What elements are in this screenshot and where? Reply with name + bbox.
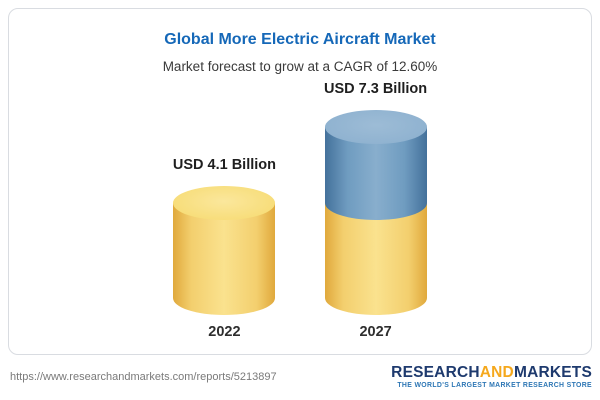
logo-text-and: AND (479, 364, 514, 382)
chart-card: Global More Electric Aircraft Market Mar… (8, 8, 592, 355)
chart-title: Global More Electric Aircraft Market (164, 31, 436, 48)
footer: https://www.researchandmarkets.com/repor… (10, 360, 592, 394)
logo-tagline: THE WORLD'S LARGEST MARKET RESEARCH STOR… (397, 381, 592, 389)
logo-text: RESEARCHANDMARKETS (391, 364, 592, 382)
value-label-2022: USD 4.1 Billion (172, 157, 276, 173)
bar-group-2022: USD 4.1 Billion 2022 (173, 157, 276, 340)
bar-2022-cylinder (173, 186, 276, 315)
bar-2027-growth-segment (324, 110, 427, 220)
value-label-2027: USD 7.3 Billion (324, 81, 428, 97)
bar-2027-cylinder (324, 110, 427, 315)
year-label-2027: 2027 (359, 324, 392, 340)
bar-chart: USD 4.1 Billion 2022 USD 7.3 Billion (9, 81, 591, 340)
year-label-2022: 2022 (208, 324, 241, 340)
chart-subtitle: Market forecast to grow at a CAGR of 12.… (162, 59, 438, 74)
cylinder-top-2027 (324, 110, 427, 144)
research-and-markets-logo: RESEARCHANDMARKETS THE WORLD'S LARGEST M… (391, 364, 592, 390)
report-url[interactable]: https://www.researchandmarkets.com/repor… (10, 371, 277, 383)
logo-text-research: RESEARCH (391, 364, 480, 382)
cylinder-top-2022 (173, 186, 276, 220)
logo-text-markets: MARKETS (513, 364, 592, 382)
bar-group-2027: USD 7.3 Billion 2027 (324, 81, 427, 340)
